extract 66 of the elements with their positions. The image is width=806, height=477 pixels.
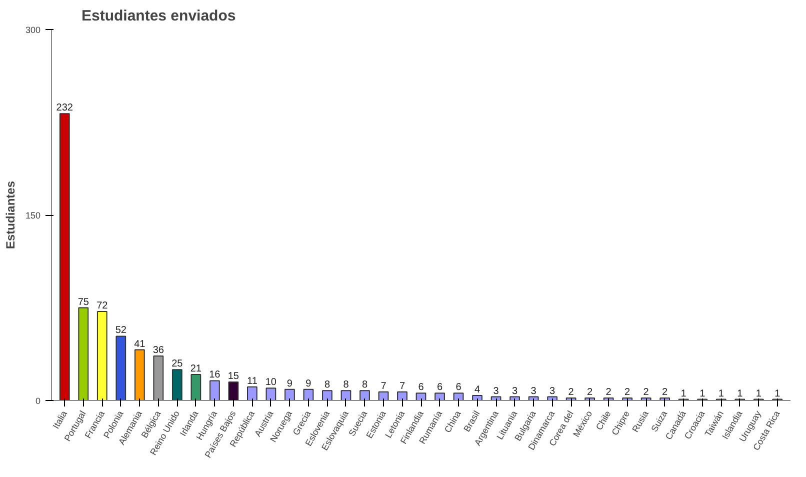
data-label: 2 — [643, 387, 650, 398]
data-label: 2 — [662, 387, 668, 398]
bar — [397, 391, 408, 400]
bar — [434, 392, 445, 400]
y-tick-label: 0 — [35, 396, 41, 406]
bar — [190, 374, 202, 400]
data-label: 8 — [343, 380, 350, 391]
data-label: 16 — [209, 370, 221, 381]
data-label: 2 — [587, 387, 594, 398]
data-label: 1 — [774, 388, 781, 400]
data-label: 9 — [306, 378, 312, 390]
data-label: 1 — [756, 388, 762, 400]
data-label: 4 — [474, 384, 480, 396]
data-label: 1 — [680, 388, 687, 400]
data-label: 10 — [265, 377, 277, 388]
bar — [59, 113, 70, 400]
bar — [416, 392, 426, 400]
data-label: 21 — [190, 364, 202, 375]
data-label: 1 — [700, 388, 706, 400]
y-tick-label: 150 — [25, 210, 41, 220]
data-label: 8 — [362, 380, 368, 391]
bar — [78, 307, 89, 400]
data-label: 3 — [550, 386, 556, 397]
data-label: 75 — [78, 296, 90, 308]
y-axis-title: Estudiantes — [3, 180, 18, 250]
bar — [116, 336, 126, 400]
data-label: 52 — [115, 325, 127, 336]
data-label: 36 — [152, 344, 164, 356]
data-label: 3 — [512, 386, 518, 397]
bar — [209, 380, 220, 400]
bar — [228, 381, 239, 400]
data-label: 6 — [456, 382, 462, 394]
data-label: 6 — [418, 382, 424, 394]
data-label: 11 — [247, 376, 258, 387]
bar — [360, 390, 370, 400]
data-label: 9 — [286, 378, 293, 390]
data-label: 7 — [380, 380, 387, 392]
bar — [472, 395, 482, 400]
data-label: 3 — [493, 386, 500, 397]
data-label: 72 — [96, 300, 108, 312]
data-label: 1 — [718, 388, 724, 400]
bar — [284, 388, 295, 400]
data-label: 8 — [324, 380, 330, 391]
bar — [303, 388, 314, 400]
data-label: 6 — [436, 382, 443, 394]
data-label: 232 — [56, 102, 74, 114]
bar — [340, 390, 352, 400]
data-label: 1 — [737, 388, 744, 400]
data-label: 7 — [399, 380, 406, 392]
bar — [96, 310, 108, 400]
data-label: 2 — [624, 387, 631, 398]
bar — [322, 390, 332, 400]
bar — [247, 386, 258, 400]
data-label: 2 — [606, 387, 612, 398]
data-label: 41 — [134, 338, 146, 350]
data-label: 25 — [172, 358, 184, 370]
bar — [453, 392, 464, 400]
data-label: 15 — [228, 370, 240, 382]
data-label: 3 — [530, 386, 537, 397]
chart-title: Estudiantes enviados — [82, 8, 236, 24]
bar — [172, 369, 182, 400]
bar — [134, 349, 145, 400]
data-label: 2 — [568, 387, 574, 398]
y-tick-label: 300 — [25, 25, 41, 35]
bar — [153, 355, 164, 400]
bar — [266, 388, 276, 400]
